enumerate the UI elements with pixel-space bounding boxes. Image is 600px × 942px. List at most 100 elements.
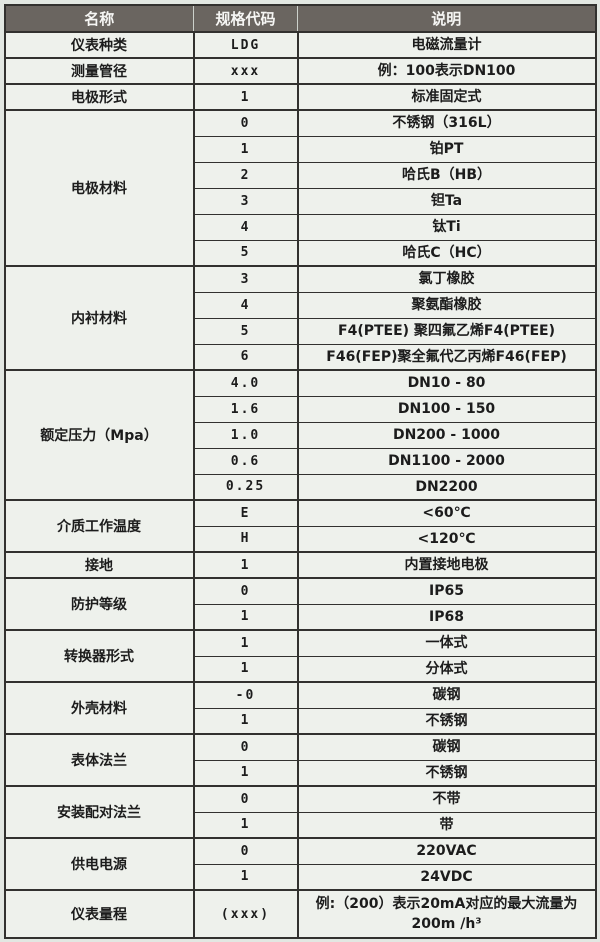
group-name-cell: 转换器形式 bbox=[4, 629, 194, 682]
header-desc: 说明 bbox=[297, 5, 596, 33]
desc-cell: 不锈钢（316L） bbox=[296, 109, 596, 136]
table-row: 4 钛Ti bbox=[5, 213, 596, 240]
desc-cell: 钽Ta bbox=[296, 187, 596, 214]
table-row: 1 不锈钢 bbox=[5, 759, 596, 786]
code-cell: 1 bbox=[192, 135, 298, 162]
table-row: 仪表量程 (xxx) 例:（200）表示20mA对应的最大流量为200m /h³ bbox=[4, 889, 596, 938]
desc-cell: DN10 - 80 bbox=[296, 369, 596, 396]
desc-cell: 不锈钢 bbox=[296, 759, 596, 786]
desc-cell: 碳钢 bbox=[296, 681, 596, 708]
group-name-cell: 表体法兰 bbox=[4, 733, 194, 786]
desc-cell: 例：100表示DN100 bbox=[296, 57, 596, 84]
code-cell: 1 bbox=[192, 759, 298, 786]
desc-cell: 分体式 bbox=[296, 655, 596, 682]
table-row: 防护等级 0 IP65 bbox=[4, 577, 596, 630]
table-row: 5 哈氏C（HC） bbox=[5, 239, 596, 266]
code-cell: 1 bbox=[192, 655, 298, 682]
code-cell: 5 bbox=[192, 317, 298, 344]
code-cell: 0 bbox=[192, 577, 298, 604]
desc-cell: 例:（200）表示20mA对应的最大流量为200m /h³ bbox=[296, 889, 596, 938]
desc-cell: F4(PTEE) 聚四氟乙烯F4(PTEE) bbox=[296, 317, 596, 344]
code-cell: 1 bbox=[192, 707, 298, 734]
desc-cell: DN200 - 1000 bbox=[296, 421, 596, 448]
table-row: 内衬材料 3 氯丁橡胶 bbox=[4, 265, 596, 370]
table-row: 0.6 DN1100 - 2000 bbox=[5, 447, 596, 474]
table-row: 5 F4(PTEE) 聚四氟乙烯F4(PTEE) bbox=[5, 317, 596, 344]
group-name-cell: 仪表种类 bbox=[4, 31, 194, 58]
desc-cell: 钛Ti bbox=[296, 213, 596, 240]
desc-cell: DN100 - 150 bbox=[296, 395, 596, 422]
code-cell: 2 bbox=[192, 161, 298, 188]
desc-cell: DN2200 bbox=[296, 473, 596, 500]
code-cell: 0 bbox=[192, 109, 298, 136]
group-name-cell: 接地 bbox=[4, 551, 194, 578]
table-row: 1 IP68 bbox=[5, 603, 596, 630]
code-cell: 4.0 bbox=[192, 369, 298, 396]
table-row: 测量管径 xxx 例：100表示DN100 bbox=[4, 57, 596, 84]
table-row: 1 24VDC bbox=[5, 863, 596, 890]
desc-cell: 一体式 bbox=[296, 629, 596, 656]
table-row: 1 铂PT bbox=[5, 135, 596, 162]
desc-cell: <60℃ bbox=[296, 499, 596, 526]
desc-cell: DN1100 - 2000 bbox=[296, 447, 596, 474]
code-cell: 1 bbox=[192, 551, 298, 578]
group-name-cell: 供电电源 bbox=[4, 837, 194, 890]
desc-cell: 铂PT bbox=[296, 135, 596, 162]
desc-cell: 碳钢 bbox=[296, 733, 596, 760]
code-cell: 1 bbox=[192, 863, 298, 890]
table-row: 1 不锈钢 bbox=[5, 707, 596, 734]
code-cell: 3 bbox=[192, 265, 298, 292]
desc-cell: 内置接地电极 bbox=[296, 551, 596, 578]
group-name-cell: 额定压力（Mpa） bbox=[4, 369, 194, 500]
desc-cell: 聚氨酯橡胶 bbox=[296, 291, 596, 318]
table-row: 3 钽Ta bbox=[5, 187, 596, 214]
code-cell: LDG bbox=[192, 31, 298, 58]
table-row: 转换器形式 1 一体式 bbox=[4, 629, 596, 682]
header-code: 规格代码 bbox=[193, 5, 298, 33]
table-row: 1.6 DN100 - 150 bbox=[5, 395, 596, 422]
table-row: 电极材料 0 不锈钢（316L） bbox=[4, 109, 596, 266]
code-cell: 6 bbox=[192, 343, 298, 370]
table-row: 电极形式 1 标准固定式 bbox=[4, 83, 596, 110]
table-row: 4 聚氨酯橡胶 bbox=[5, 291, 596, 318]
desc-cell: 带 bbox=[296, 811, 596, 838]
desc-cell: 标准固定式 bbox=[296, 83, 596, 110]
group-name-cell: 仪表量程 bbox=[4, 889, 194, 938]
desc-cell: 哈氏C（HC） bbox=[296, 239, 596, 266]
group-name-cell: 防护等级 bbox=[4, 577, 194, 630]
desc-cell: 不锈钢 bbox=[296, 707, 596, 734]
table-row: 安装配对法兰 0 不带 bbox=[4, 785, 596, 838]
code-cell: -0 bbox=[192, 681, 298, 708]
code-cell: 1 bbox=[192, 603, 298, 630]
code-cell: 0 bbox=[192, 785, 298, 812]
header-row: 名称 规格代码 说明 bbox=[4, 5, 596, 33]
code-cell: 0.25 bbox=[192, 473, 298, 500]
desc-cell: 电磁流量计 bbox=[296, 31, 596, 58]
group-name-cell: 内衬材料 bbox=[4, 265, 194, 370]
desc-cell: F46(FEP)聚全氟代乙丙烯F46(FEP) bbox=[296, 343, 596, 370]
code-cell: xxx bbox=[192, 57, 298, 84]
desc-cell: 氯丁橡胶 bbox=[296, 265, 596, 292]
code-cell: 5 bbox=[192, 239, 298, 266]
code-cell: 4 bbox=[192, 213, 298, 240]
table-row: 1 带 bbox=[5, 811, 596, 838]
code-cell: 0.6 bbox=[192, 447, 298, 474]
table-row: 额定压力（Mpa） 4.0 DN10 - 80 bbox=[4, 369, 596, 500]
desc-cell: IP68 bbox=[296, 603, 596, 630]
code-cell: H bbox=[192, 525, 298, 552]
desc-cell: 24VDC bbox=[296, 863, 596, 890]
desc-cell: 哈氏B（HB） bbox=[296, 161, 596, 188]
table-row: 供电电源 0 220VAC bbox=[4, 837, 596, 890]
table-row: 仪表种类 LDG 电磁流量计 bbox=[4, 31, 596, 58]
group-name-cell: 测量管径 bbox=[4, 57, 194, 84]
table-row: 接地 1 内置接地电极 bbox=[4, 551, 596, 578]
desc-cell: IP65 bbox=[296, 577, 596, 604]
code-cell: 0 bbox=[192, 733, 298, 760]
table-row: 介质工作温度 E <60℃ bbox=[4, 499, 596, 552]
code-cell: E bbox=[192, 499, 298, 526]
code-cell: 1.0 bbox=[192, 421, 298, 448]
table-row: 表体法兰 0 碳钢 bbox=[4, 733, 596, 786]
header-name: 名称 bbox=[4, 5, 194, 33]
desc-cell: 不带 bbox=[296, 785, 596, 812]
table-row: 1.0 DN200 - 1000 bbox=[5, 421, 596, 448]
